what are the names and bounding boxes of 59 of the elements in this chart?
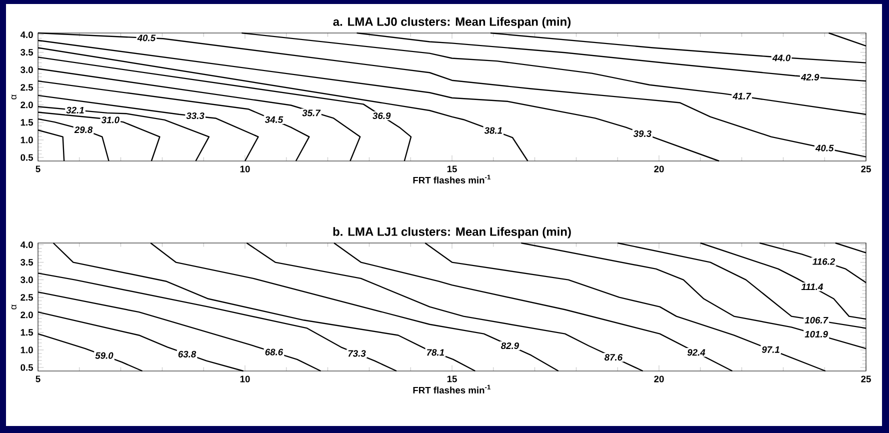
x-tick-label: 20 (654, 376, 664, 382)
annotation: 101.9 (804, 330, 828, 338)
annotation: 36.9 (372, 112, 391, 120)
x-axis-title: FRT flashes min$^{-1}$ (413, 384, 491, 394)
annotation: 33.3 (186, 112, 204, 120)
annotation: 38.1 (484, 127, 502, 134)
annotation: 63.8 (178, 350, 196, 358)
y-tick-label: 4.0 (20, 241, 33, 248)
x-tick-label: 15 (447, 376, 457, 382)
annotation: 34.5 (264, 116, 284, 123)
annotation: 40.5 (137, 34, 156, 42)
y-axis-title: α (11, 94, 16, 100)
y-tick-label: 1.0 (20, 136, 33, 144)
annotation: 32.1 (66, 106, 84, 114)
annotation: 73.3 (348, 350, 366, 357)
annotation: 41.7 (732, 92, 752, 100)
y-tick-label: 2.0 (20, 102, 33, 108)
chart-title: b. LMA LJ1 clusters: Mean Lifespan (min) (333, 227, 571, 238)
y-tick-label: 3.0 (20, 66, 33, 74)
y-tick-label: 0.5 (20, 154, 34, 161)
y-tick-label: 3.5 (20, 48, 34, 56)
annotation: 87.6 (604, 354, 623, 361)
y-tick-label: 1.5 (20, 329, 34, 336)
annotation: 42.9 (800, 74, 820, 80)
x-tick-label: 25 (861, 376, 871, 382)
annotation: 111.4 (801, 284, 823, 290)
annotation: 78.1 (427, 349, 444, 356)
annotation: 68.6 (265, 348, 284, 356)
y-axis-title: α (11, 304, 16, 310)
y-tick-label: 1.0 (20, 346, 33, 354)
y-tick-label: 2.5 (20, 84, 34, 91)
annotation: 44.0 (772, 54, 791, 62)
y-tick-label: 3.5 (20, 258, 34, 266)
y-tick-label: 1.5 (20, 119, 34, 126)
annotation: 97.1 (762, 346, 780, 353)
y-tick-label: 2.5 (20, 294, 34, 301)
line-series (37, 32, 867, 158)
y-tick-label: 3.0 (20, 276, 33, 284)
x-tick-label: 20 (654, 166, 664, 172)
annotation: 92.4 (687, 349, 706, 356)
y-tick-label: 0.5 (20, 364, 34, 371)
annotation: 106.7 (804, 316, 828, 324)
x-tick-label: 25 (861, 166, 871, 172)
annotation: 59.0 (95, 352, 114, 359)
x-axis-title: FRT flashes min$^{-1}$ (413, 174, 491, 184)
x-tick-label: 5 (36, 376, 40, 382)
x-tick-label: 5 (36, 166, 40, 172)
y-tick-label: 2.0 (20, 312, 33, 318)
x-tick-label: 10 (240, 166, 250, 172)
x-tick-label: 15 (447, 166, 457, 172)
x-tick-label: 10 (240, 376, 250, 382)
annotation: 40.5 (815, 144, 834, 152)
annotation: 39.3 (633, 130, 652, 137)
chart-title: a. LMA LJ0 clusters: Mean Lifespan (min) (333, 17, 571, 28)
y-tick-label: 4.0 (20, 31, 33, 38)
annotation: 82.9 (501, 342, 519, 350)
annotation: 116.2 (812, 258, 835, 265)
annotation: 35.7 (302, 110, 321, 116)
annotation: 31.0 (101, 116, 120, 124)
